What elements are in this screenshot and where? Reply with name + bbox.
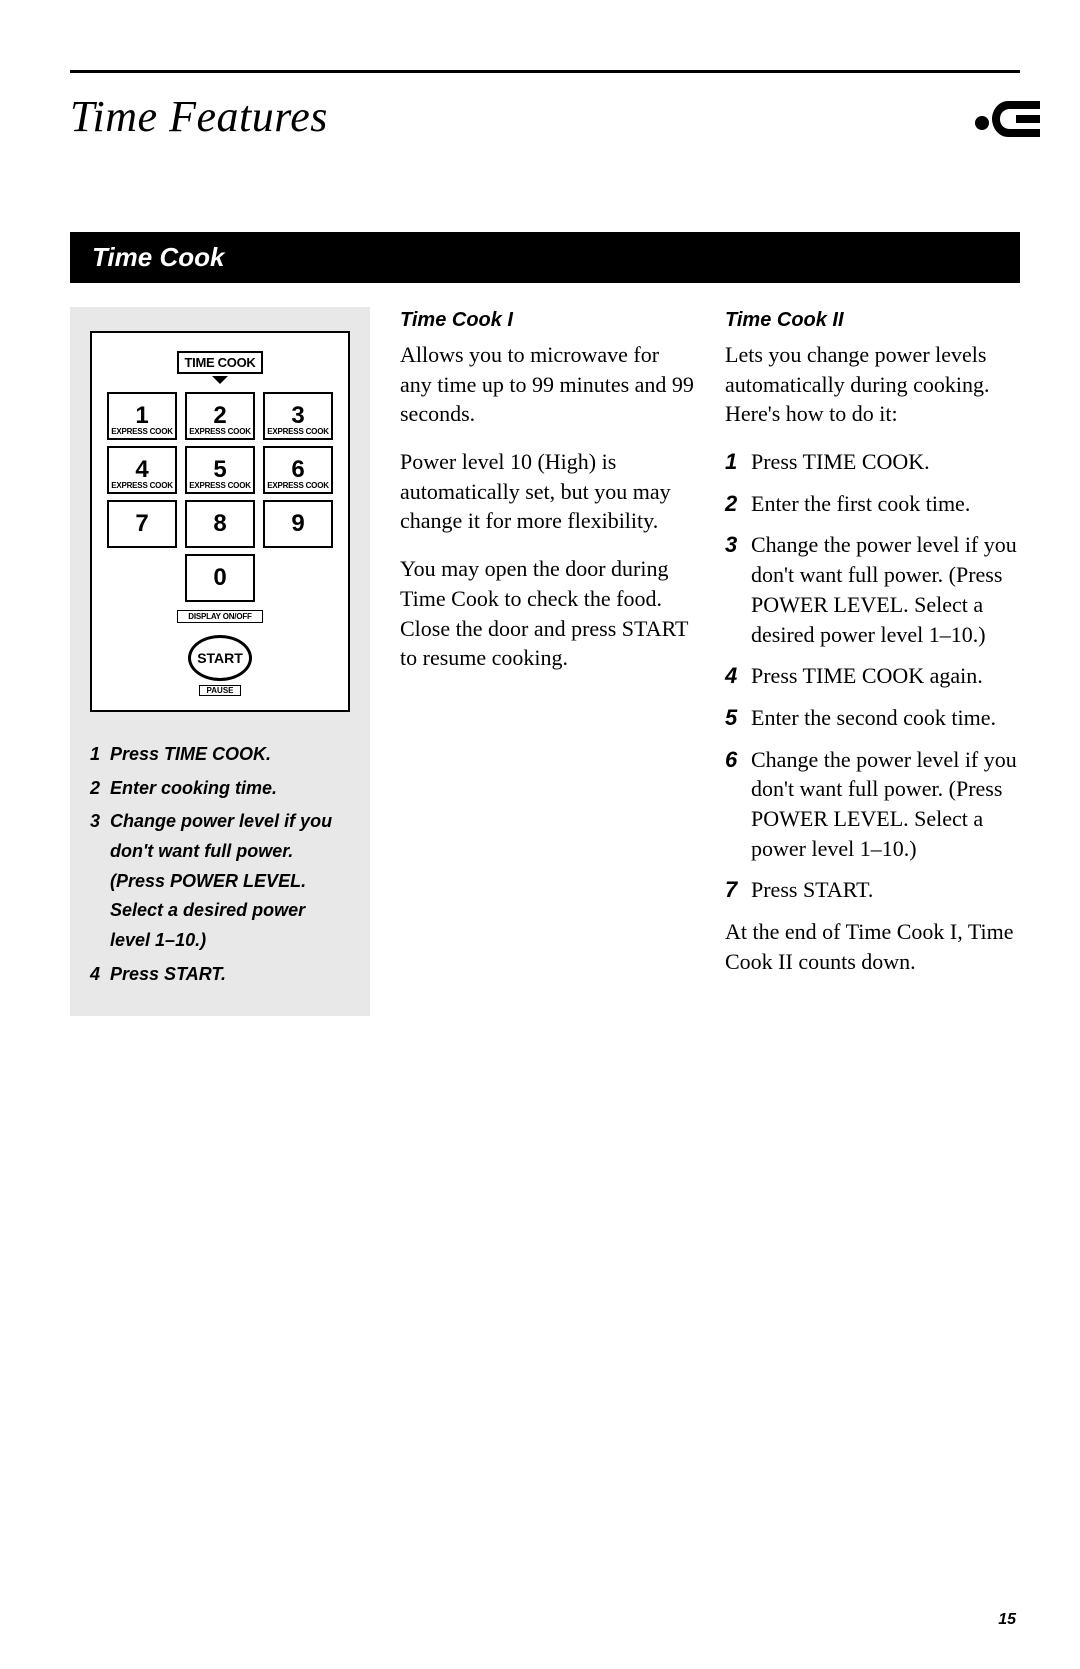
key-4: 4EXPRESS COOK xyxy=(107,446,177,494)
list-item: 4Press TIME COOK again. xyxy=(725,661,1020,691)
numbered-list: 1Press TIME COOK. 2Enter the first cook … xyxy=(725,447,1020,905)
time-cook-1-heading: Time Cook I xyxy=(400,307,695,334)
column-left: TIME COOK 1EXPRESS COOK 2EXPRESS COOK 3E… xyxy=(70,307,370,1016)
start-button: START xyxy=(188,635,252,681)
header-glyph-icon xyxy=(970,95,1040,139)
paragraph: Lets you change power levels automatical… xyxy=(725,340,1020,429)
column-middle: Time Cook I Allows you to microwave for … xyxy=(400,307,695,1016)
key-0: 0 xyxy=(185,554,255,602)
columns: TIME COOK 1EXPRESS COOK 2EXPRESS COOK 3E… xyxy=(70,307,1020,1016)
list-item: 7Press START. xyxy=(725,875,1020,905)
list-item: 5Enter the second cook time. xyxy=(725,703,1020,733)
key-7: 7 xyxy=(107,500,177,548)
keypad-box: TIME COOK 1EXPRESS COOK 2EXPRESS COOK 3E… xyxy=(70,307,370,1016)
arrow-down-icon xyxy=(212,376,228,384)
header-icons xyxy=(970,95,1040,139)
time-cook-2-heading: Time Cook II xyxy=(725,307,1020,334)
key-2: 2EXPRESS COOK xyxy=(185,392,255,440)
paragraph: At the end of Time Cook I, Time Cook II … xyxy=(725,917,1020,976)
paragraph: Power level 10 (High) is automatically s… xyxy=(400,447,695,536)
instruction-row: 4Press START. xyxy=(90,960,350,990)
paragraph: Allows you to microwave for any time up … xyxy=(400,340,695,429)
key-9: 9 xyxy=(263,500,333,548)
page-number: 15 xyxy=(998,1611,1016,1629)
paragraph: You may open the door during Time Cook t… xyxy=(400,554,695,673)
key-5: 5EXPRESS COOK xyxy=(185,446,255,494)
instruction-row: 2Enter cooking time. xyxy=(90,774,350,804)
list-item: 3Change the power level if you don't wan… xyxy=(725,530,1020,649)
instruction-row: 1Press TIME COOK. xyxy=(90,740,350,770)
left-instructions: 1Press TIME COOK. 2Enter cooking time. 3… xyxy=(90,740,350,990)
keypad-panel: TIME COOK 1EXPRESS COOK 2EXPRESS COOK 3E… xyxy=(90,331,350,712)
display-on-off-label: DISPLAY ON/OFF xyxy=(177,610,263,623)
section-bar: Time Cook xyxy=(70,232,1020,283)
page-title: Time Features xyxy=(70,91,328,142)
top-rule xyxy=(70,70,1020,73)
pause-label: PAUSE xyxy=(199,685,241,696)
column-right: Time Cook II Lets you change power level… xyxy=(725,307,1020,1016)
list-item: 1Press TIME COOK. xyxy=(725,447,1020,477)
instruction-row: 3Change power level if you don't want fu… xyxy=(90,807,350,955)
list-item: 2Enter the first cook time. xyxy=(725,489,1020,519)
key-1: 1EXPRESS COOK xyxy=(107,392,177,440)
keypad-grid: 1EXPRESS COOK 2EXPRESS COOK 3EXPRESS COO… xyxy=(102,392,338,548)
list-item: 6Change the power level if you don't wan… xyxy=(725,745,1020,864)
time-cook-button: TIME COOK xyxy=(177,351,263,374)
key-3: 3EXPRESS COOK xyxy=(263,392,333,440)
header-row: Time Features xyxy=(70,91,1020,142)
key-8: 8 xyxy=(185,500,255,548)
key-6: 6EXPRESS COOK xyxy=(263,446,333,494)
page: Time Features Time Cook TIME COOK 1EXPRE… xyxy=(0,0,1080,1016)
